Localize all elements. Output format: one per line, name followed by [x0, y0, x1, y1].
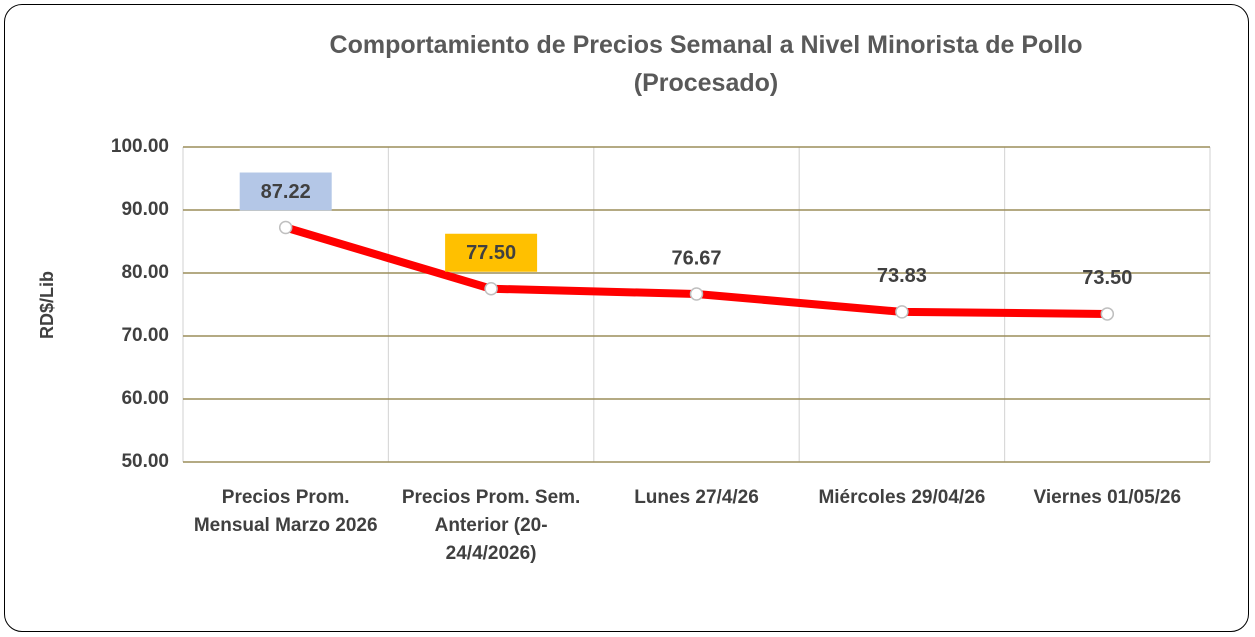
y-tick-label: 100.00 [111, 136, 169, 157]
y-tick-label: 90.00 [121, 199, 169, 220]
value-label: 76.67 [671, 247, 721, 269]
value-label-background [445, 233, 538, 272]
y-tick-label: 50.00 [121, 451, 169, 472]
chart-title: Comportamiento de Precios Semanal a Nive… [329, 31, 1083, 97]
marker [689, 287, 704, 301]
marker [278, 220, 293, 235]
y-tick-label: 60.00 [121, 388, 169, 409]
y-axis-label: RD$/Lib [37, 271, 57, 339]
marker [1100, 307, 1115, 321]
value-label: 77.50 [466, 242, 516, 264]
x-tick-label: Precios Prom. Sem. Anterior (20-24/4/202… [401, 487, 581, 564]
value-label: 73.83 [877, 265, 927, 287]
x-tick-label: Lunes 27/4/26 [634, 487, 759, 508]
y-tick-label: 70.00 [121, 325, 169, 346]
marker [484, 282, 498, 296]
x-tick-label: Viernes 01/05/26 [1033, 487, 1182, 508]
x-tick-label: Miércoles 29/04/26 [818, 487, 986, 508]
value-label: 87.22 [261, 181, 311, 203]
chart-border [4, 4, 1249, 632]
y-tick-label: 80.00 [121, 262, 169, 283]
x-tick-label: Precios Prom. Mensual Marzo 2026 [193, 487, 378, 536]
marker [895, 305, 909, 319]
value-label-background [239, 172, 332, 211]
value-label: 73.50 [1082, 267, 1132, 289]
line [281, 223, 1112, 318]
